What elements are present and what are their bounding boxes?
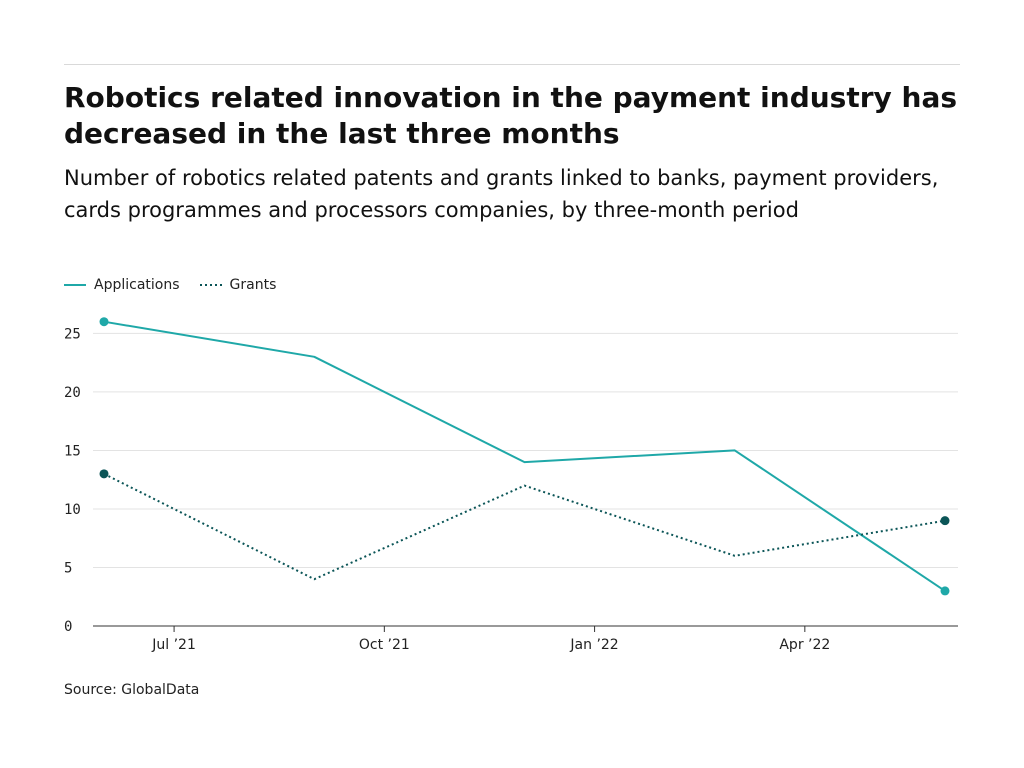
y-tick-label-10: 10 bbox=[64, 502, 81, 518]
legend-swatch-grants bbox=[199, 284, 222, 286]
legend-swatch-applications bbox=[64, 284, 86, 286]
y-tick-label-20: 20 bbox=[64, 385, 81, 401]
legend-label-applications: Applications bbox=[94, 277, 180, 293]
legend: Applications Grants bbox=[64, 275, 296, 295]
x-tick-label-0: Jul ’21 bbox=[151, 637, 196, 653]
data-point-grants-0 bbox=[99, 469, 109, 479]
legend-item-grants: Grants bbox=[199, 277, 277, 293]
y-tick-label-0: 0 bbox=[64, 619, 72, 635]
x-tick-label-1: Oct ’21 bbox=[359, 637, 410, 653]
source-note: Source: GlobalData bbox=[64, 682, 200, 698]
chart-subtitle: Number of robotics related patents and g… bbox=[64, 166, 939, 222]
legend-item-applications: Applications bbox=[64, 277, 180, 293]
series-line-applications bbox=[103, 320, 946, 592]
y-tick-label-5: 5 bbox=[64, 560, 72, 576]
y-tick-label-15: 15 bbox=[64, 443, 81, 459]
data-point-applications-4 bbox=[940, 586, 950, 596]
legend-label-grants: Grants bbox=[229, 277, 277, 293]
chart-title: Robotics related innovation in the payme… bbox=[64, 81, 958, 150]
data-point-applications-0 bbox=[99, 317, 109, 327]
top-divider bbox=[64, 64, 960, 65]
data-point-grants-4 bbox=[940, 516, 950, 526]
series-line-grants bbox=[103, 473, 946, 581]
x-tick-label-2: Jan ’22 bbox=[569, 637, 618, 653]
x-tick-label-3: Apr ’22 bbox=[779, 637, 830, 653]
y-tick-label-25: 25 bbox=[64, 326, 81, 342]
